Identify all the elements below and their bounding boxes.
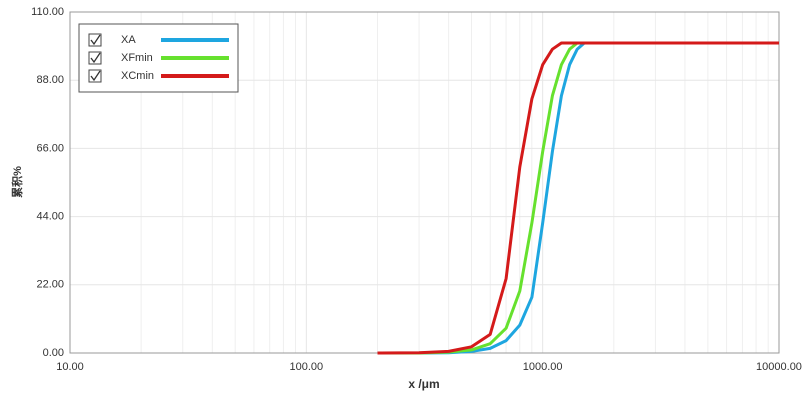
x-tick-label: 10.00 xyxy=(56,361,84,373)
legend-label: XFmin xyxy=(121,52,153,64)
checkmark xyxy=(90,70,101,82)
x-axis-label: x /μm xyxy=(408,377,439,391)
y-tick-label: 0.00 xyxy=(43,347,64,359)
checkmark xyxy=(90,52,101,64)
series-line xyxy=(377,41,779,355)
checkmark xyxy=(90,34,101,46)
legend-label: XA xyxy=(121,34,136,46)
series-line xyxy=(377,41,779,355)
x-tick-label: 10000.00 xyxy=(756,361,802,373)
y-tick-label: 110.00 xyxy=(31,6,64,18)
y-tick-label: 44.00 xyxy=(36,211,64,223)
y-tick-label: 66.00 xyxy=(36,142,64,154)
y-tick-label: 22.00 xyxy=(36,279,64,291)
series-line xyxy=(377,41,779,355)
legend-label: XCmin xyxy=(121,70,154,82)
y-tick-label: 88.00 xyxy=(36,74,64,86)
x-tick-label: 1000.00 xyxy=(523,361,563,373)
x-tick-label: 100.00 xyxy=(290,361,324,373)
y-axis-label: 累积% xyxy=(10,166,24,198)
